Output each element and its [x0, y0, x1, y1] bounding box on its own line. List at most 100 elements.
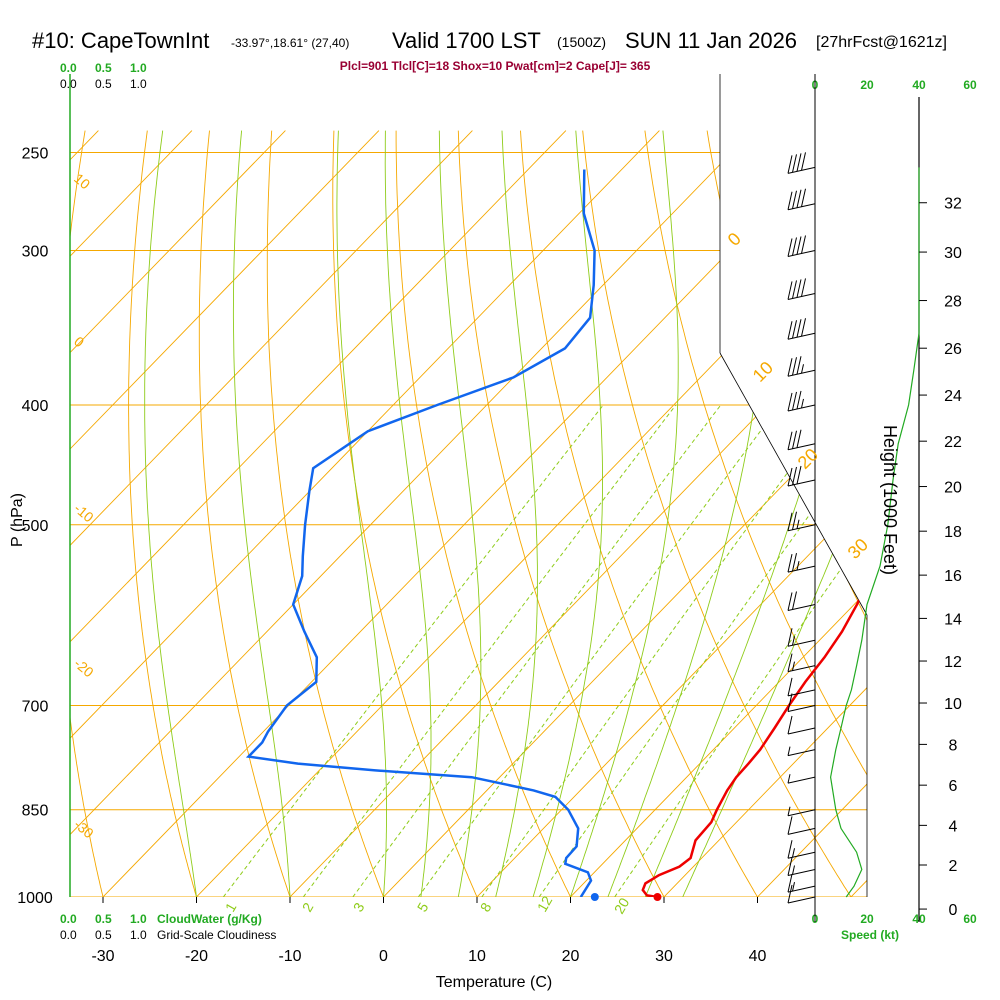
cloud-cover-tick: 1.0 — [130, 928, 147, 942]
wind-barb-staff — [787, 689, 816, 697]
isotherm-line — [377, 130, 867, 897]
wind-barb-staff — [787, 809, 816, 817]
pressure-tick-label: 500 — [22, 518, 49, 535]
wind-barb-flag — [792, 552, 797, 572]
cloud-cover-tick: 0.0 — [60, 77, 77, 91]
pressure-tick-label: 400 — [22, 398, 49, 415]
cloud-cover-tick: 1.0 — [130, 77, 147, 91]
cloud-water-tick: 1.0 — [130, 61, 147, 75]
wind-barb-flag — [787, 677, 793, 697]
height-tick-label: 10 — [944, 696, 962, 713]
isotherm-label: 20 — [794, 445, 822, 473]
wind-barb-flag — [787, 840, 793, 859]
wind-barbs — [787, 152, 816, 904]
dry-adiabat-line — [332, 130, 480, 897]
wind-barb-staff — [787, 896, 816, 904]
mixing-ratio-line — [481, 404, 838, 897]
wind-barb-flag — [787, 653, 793, 672]
valid-time: Valid 1700 LST — [392, 28, 541, 53]
mixing-ratio-line — [538, 404, 867, 897]
height-tick-label: 26 — [944, 341, 962, 358]
wind-barb-half-flag — [787, 806, 791, 816]
wind-barb-half-flag — [792, 661, 795, 671]
wind-barb-flag — [792, 154, 797, 173]
isotherm-line — [658, 130, 867, 897]
wind-barb-half-flag — [787, 774, 791, 784]
wind-barb-flag — [787, 553, 793, 573]
wind-barb-flag — [787, 467, 793, 487]
wind-barb-flag — [792, 466, 797, 486]
wind-barb-flag — [796, 189, 802, 208]
temperature-tick-label: -30 — [91, 948, 114, 965]
utc-time: (1500Z) — [557, 34, 606, 50]
pressure-tick-label: 700 — [22, 698, 49, 715]
cloud-water-tick: 0.5 — [95, 61, 112, 75]
speed-tick: 60 — [963, 912, 977, 926]
wind-barb-flag — [792, 511, 797, 530]
moist-adiabat-line — [644, 130, 867, 897]
wind-barb-staff — [787, 727, 816, 735]
temperature-tick-label: 10 — [468, 948, 486, 965]
wind-barb-half-flag — [792, 636, 795, 646]
dry-adiabat-line — [956, 131, 1000, 903]
dry-adiabat-line — [457, 130, 668, 897]
wind-barb-flag — [787, 155, 793, 174]
mixing-ratio-label: 12 — [534, 893, 556, 915]
moist-adiabat-line — [384, 130, 432, 897]
isotherm-line — [70, 130, 286, 897]
mixing-ratio-line — [614, 404, 867, 897]
station-coords: -33.97°,18.61° (27,40) — [231, 36, 349, 50]
temperature-tick-label: 30 — [655, 948, 673, 965]
wind-barb-flag — [787, 431, 793, 450]
wind-barb-staff — [787, 249, 816, 257]
height-tick-label: 0 — [949, 902, 958, 919]
mixing-ratio-line — [352, 404, 722, 897]
isotherm-line — [751, 130, 867, 897]
isotherm-label: 0 — [724, 229, 745, 250]
dewpoint-line — [245, 169, 596, 897]
moist-adiabat-line — [607, 130, 768, 897]
cloud-water-tick: 0.5 — [95, 912, 112, 926]
wind-barb-flag — [787, 874, 793, 893]
moist-adiabat-line — [144, 130, 197, 897]
cloud-cover-tick: 0.5 — [95, 928, 112, 942]
wind-barb-staff — [787, 704, 816, 712]
dry-adiabat-line — [830, 130, 867, 897]
wind-barb-flag — [792, 391, 797, 411]
wind-barb-flag — [801, 318, 806, 337]
stability-indices: Plcl=901 Tlcl[C]=18 Shox=10 Pwat[cm]=2 C… — [340, 59, 651, 73]
temperature-tick-label: 20 — [562, 948, 580, 965]
wind-barb-flag — [792, 430, 797, 449]
moist-adiabat-line — [438, 130, 482, 897]
wind-barb-half-flag — [787, 746, 791, 756]
isotherm-line — [70, 130, 567, 897]
height-tick-label: 30 — [944, 245, 962, 262]
dry-adiabat-label: -20 — [71, 655, 97, 680]
wind-barb-staff — [787, 603, 816, 611]
wind-barb-flag — [801, 278, 806, 297]
wind-barb-flag — [796, 356, 802, 375]
wind-barb-half-flag — [792, 848, 795, 858]
height-tick-label: 32 — [944, 196, 962, 213]
moist-adiabat-line — [336, 130, 387, 897]
wind-barb-flag — [787, 857, 793, 876]
wind-barb-flag — [801, 188, 806, 207]
isotherm-line — [845, 130, 867, 897]
wind-barb-flag — [787, 715, 793, 735]
wind-barb-flag — [792, 320, 797, 339]
wind-barb-half-flag — [792, 865, 795, 875]
wind-barb-flag — [787, 392, 793, 412]
x-axis-label: Temperature (C) — [436, 974, 552, 991]
wind-barb-flag — [787, 816, 793, 835]
mixing-ratio-label: 5 — [414, 900, 432, 915]
height-tick-label: 14 — [944, 611, 962, 628]
pressure-tick-label: 250 — [22, 146, 49, 163]
cloud-water-scale-bottom: 0.0 0.5 1.0 CloudWater (g/Kg) 0.0 0.5 1.… — [60, 912, 276, 942]
valid-date: SUN 11 Jan 2026 — [625, 28, 797, 53]
wind-barb-flag — [796, 236, 802, 255]
wind-barb-flag — [796, 390, 802, 410]
speed-tick: 40 — [912, 78, 926, 92]
cloud-water-scale-top: 0.0 0.5 1.0 0.0 0.5 1.0 — [60, 61, 147, 91]
